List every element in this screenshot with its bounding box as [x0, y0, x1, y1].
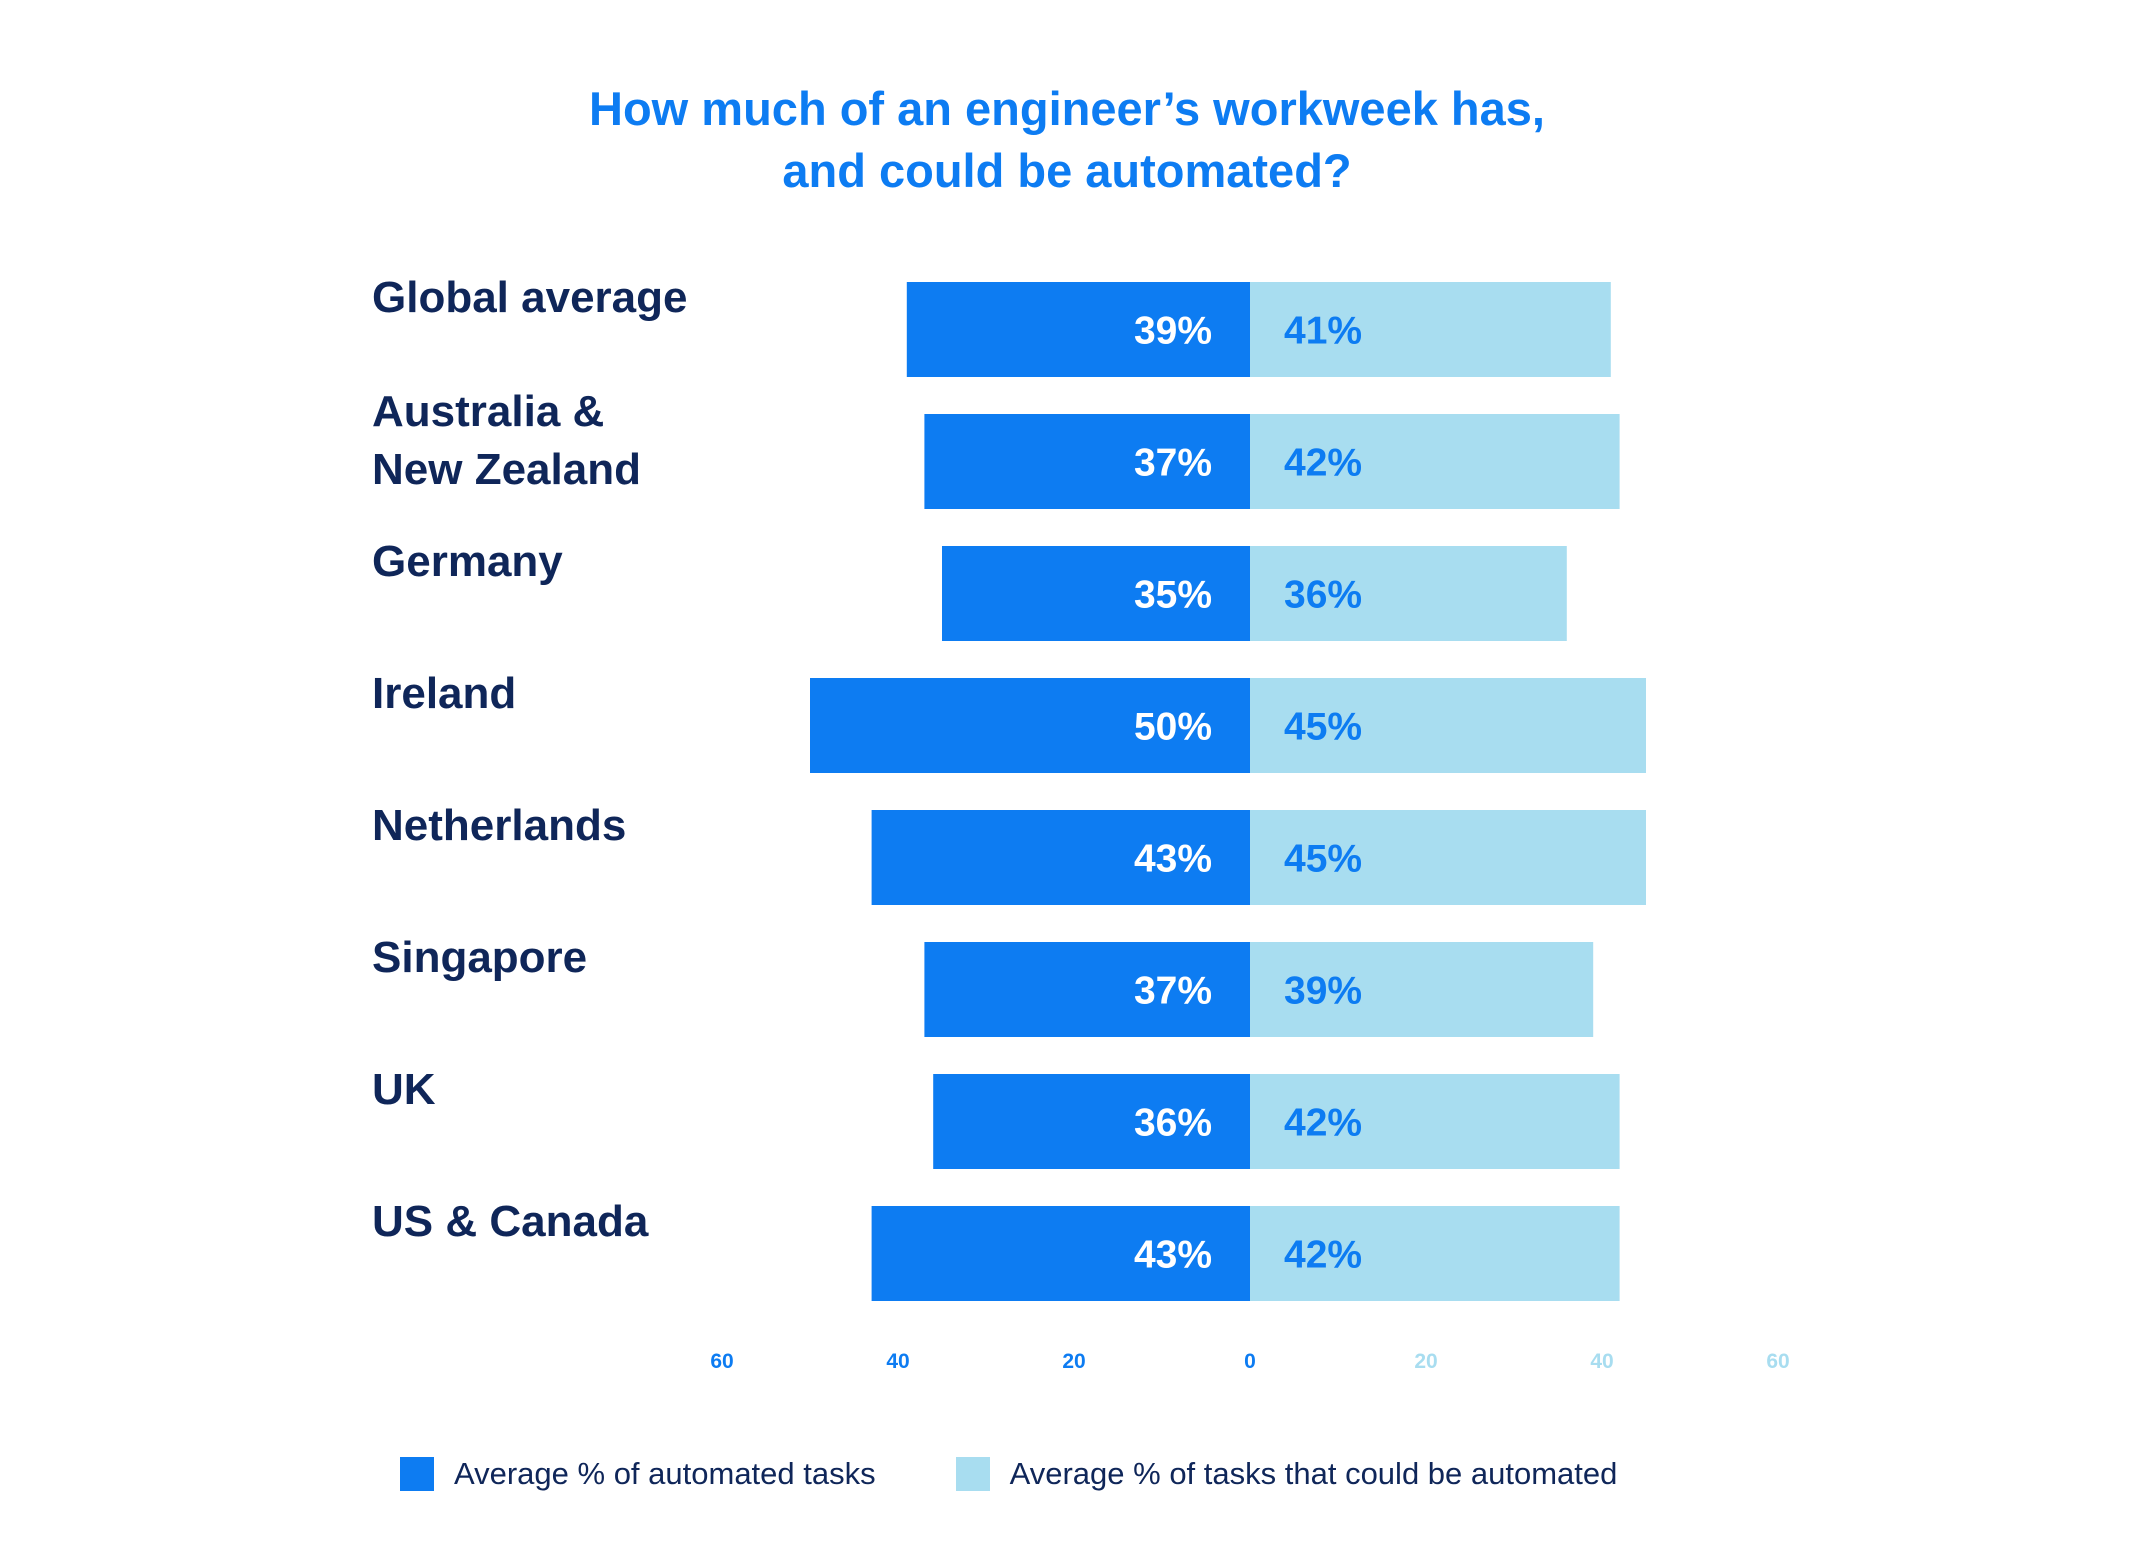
legend-item-could-be-automated: Average % of tasks that could be automat… [955, 1456, 1618, 1492]
category-label: US & Canada [372, 1197, 649, 1246]
chart-title: How much of an engineer’s workweek has, … [0, 78, 2134, 202]
bar-could-be-automated [1250, 678, 1646, 773]
bar-could-be-automated [1250, 282, 1611, 377]
x-axis-tick-label: 40 [886, 1350, 909, 1373]
value-label-automated: 39% [1134, 310, 1212, 353]
category-label: Netherlands [372, 801, 626, 850]
bar-could-be-automated [1250, 1074, 1620, 1169]
bar-automated [924, 942, 1250, 1037]
value-label-automated: 50% [1134, 706, 1212, 749]
value-label-could-be-automated: 45% [1284, 706, 1362, 749]
category-label: New Zealand [372, 445, 641, 494]
value-label-automated: 37% [1134, 970, 1212, 1013]
value-label-could-be-automated: 36% [1284, 574, 1362, 617]
legend-label-could-be-automated: Average % of tasks that could be automat… [1009, 1456, 1618, 1491]
bar-automated [933, 1074, 1250, 1169]
chart-title-line-2: and could be automated? [782, 144, 1352, 197]
bar-could-be-automated [1250, 810, 1646, 905]
value-label-automated: 43% [1134, 1234, 1212, 1277]
category-label: Singapore [372, 933, 587, 982]
value-label-automated: 35% [1134, 574, 1212, 617]
value-label-could-be-automated: 39% [1284, 970, 1362, 1013]
bar-automated [942, 546, 1250, 641]
bar-automated [871, 810, 1250, 905]
bar-automated [924, 414, 1250, 509]
bar-could-be-automated [1250, 942, 1594, 1037]
legend-swatch-automated [400, 1457, 434, 1491]
bar-could-be-automated [1250, 1206, 1620, 1301]
chart-legend: Average % of automated tasks Average % o… [400, 1456, 1617, 1492]
chart-title-line-1: How much of an engineer’s workweek has, [589, 82, 1545, 135]
legend-item-automated: Average % of automated tasks [400, 1456, 876, 1492]
value-label-could-be-automated: 42% [1284, 442, 1362, 485]
value-label-could-be-automated: 42% [1284, 1234, 1362, 1277]
x-axis-tick-label: 60 [710, 1350, 733, 1373]
category-label: Germany [372, 537, 563, 586]
value-label-could-be-automated: 41% [1284, 310, 1362, 353]
category-label: Australia & [372, 387, 604, 436]
legend-swatch-could-be-automated [955, 1457, 990, 1491]
bar-could-be-automated [1250, 546, 1567, 641]
x-axis-tick-label: 0 [1244, 1350, 1256, 1373]
value-label-automated: 36% [1134, 1102, 1212, 1145]
value-label-could-be-automated: 45% [1284, 838, 1362, 881]
value-label-could-be-automated: 42% [1284, 1102, 1362, 1145]
category-label: UK [372, 1065, 436, 1114]
x-axis-tick-label: 20 [1414, 1350, 1437, 1373]
bar-automated [906, 282, 1250, 377]
value-label-automated: 43% [1134, 838, 1212, 881]
legend-label-automated: Average % of automated tasks [454, 1456, 876, 1491]
x-axis-tick-label: 20 [1062, 1350, 1085, 1373]
category-label: Ireland [372, 669, 516, 718]
bar-could-be-automated [1250, 414, 1620, 509]
category-label: Global average [372, 273, 687, 322]
value-label-automated: 37% [1134, 442, 1212, 485]
bar-automated [871, 1206, 1250, 1301]
x-axis-tick-label: 60 [1766, 1350, 1789, 1373]
x-axis-tick-label: 40 [1590, 1350, 1613, 1373]
bar-automated [810, 678, 1250, 773]
